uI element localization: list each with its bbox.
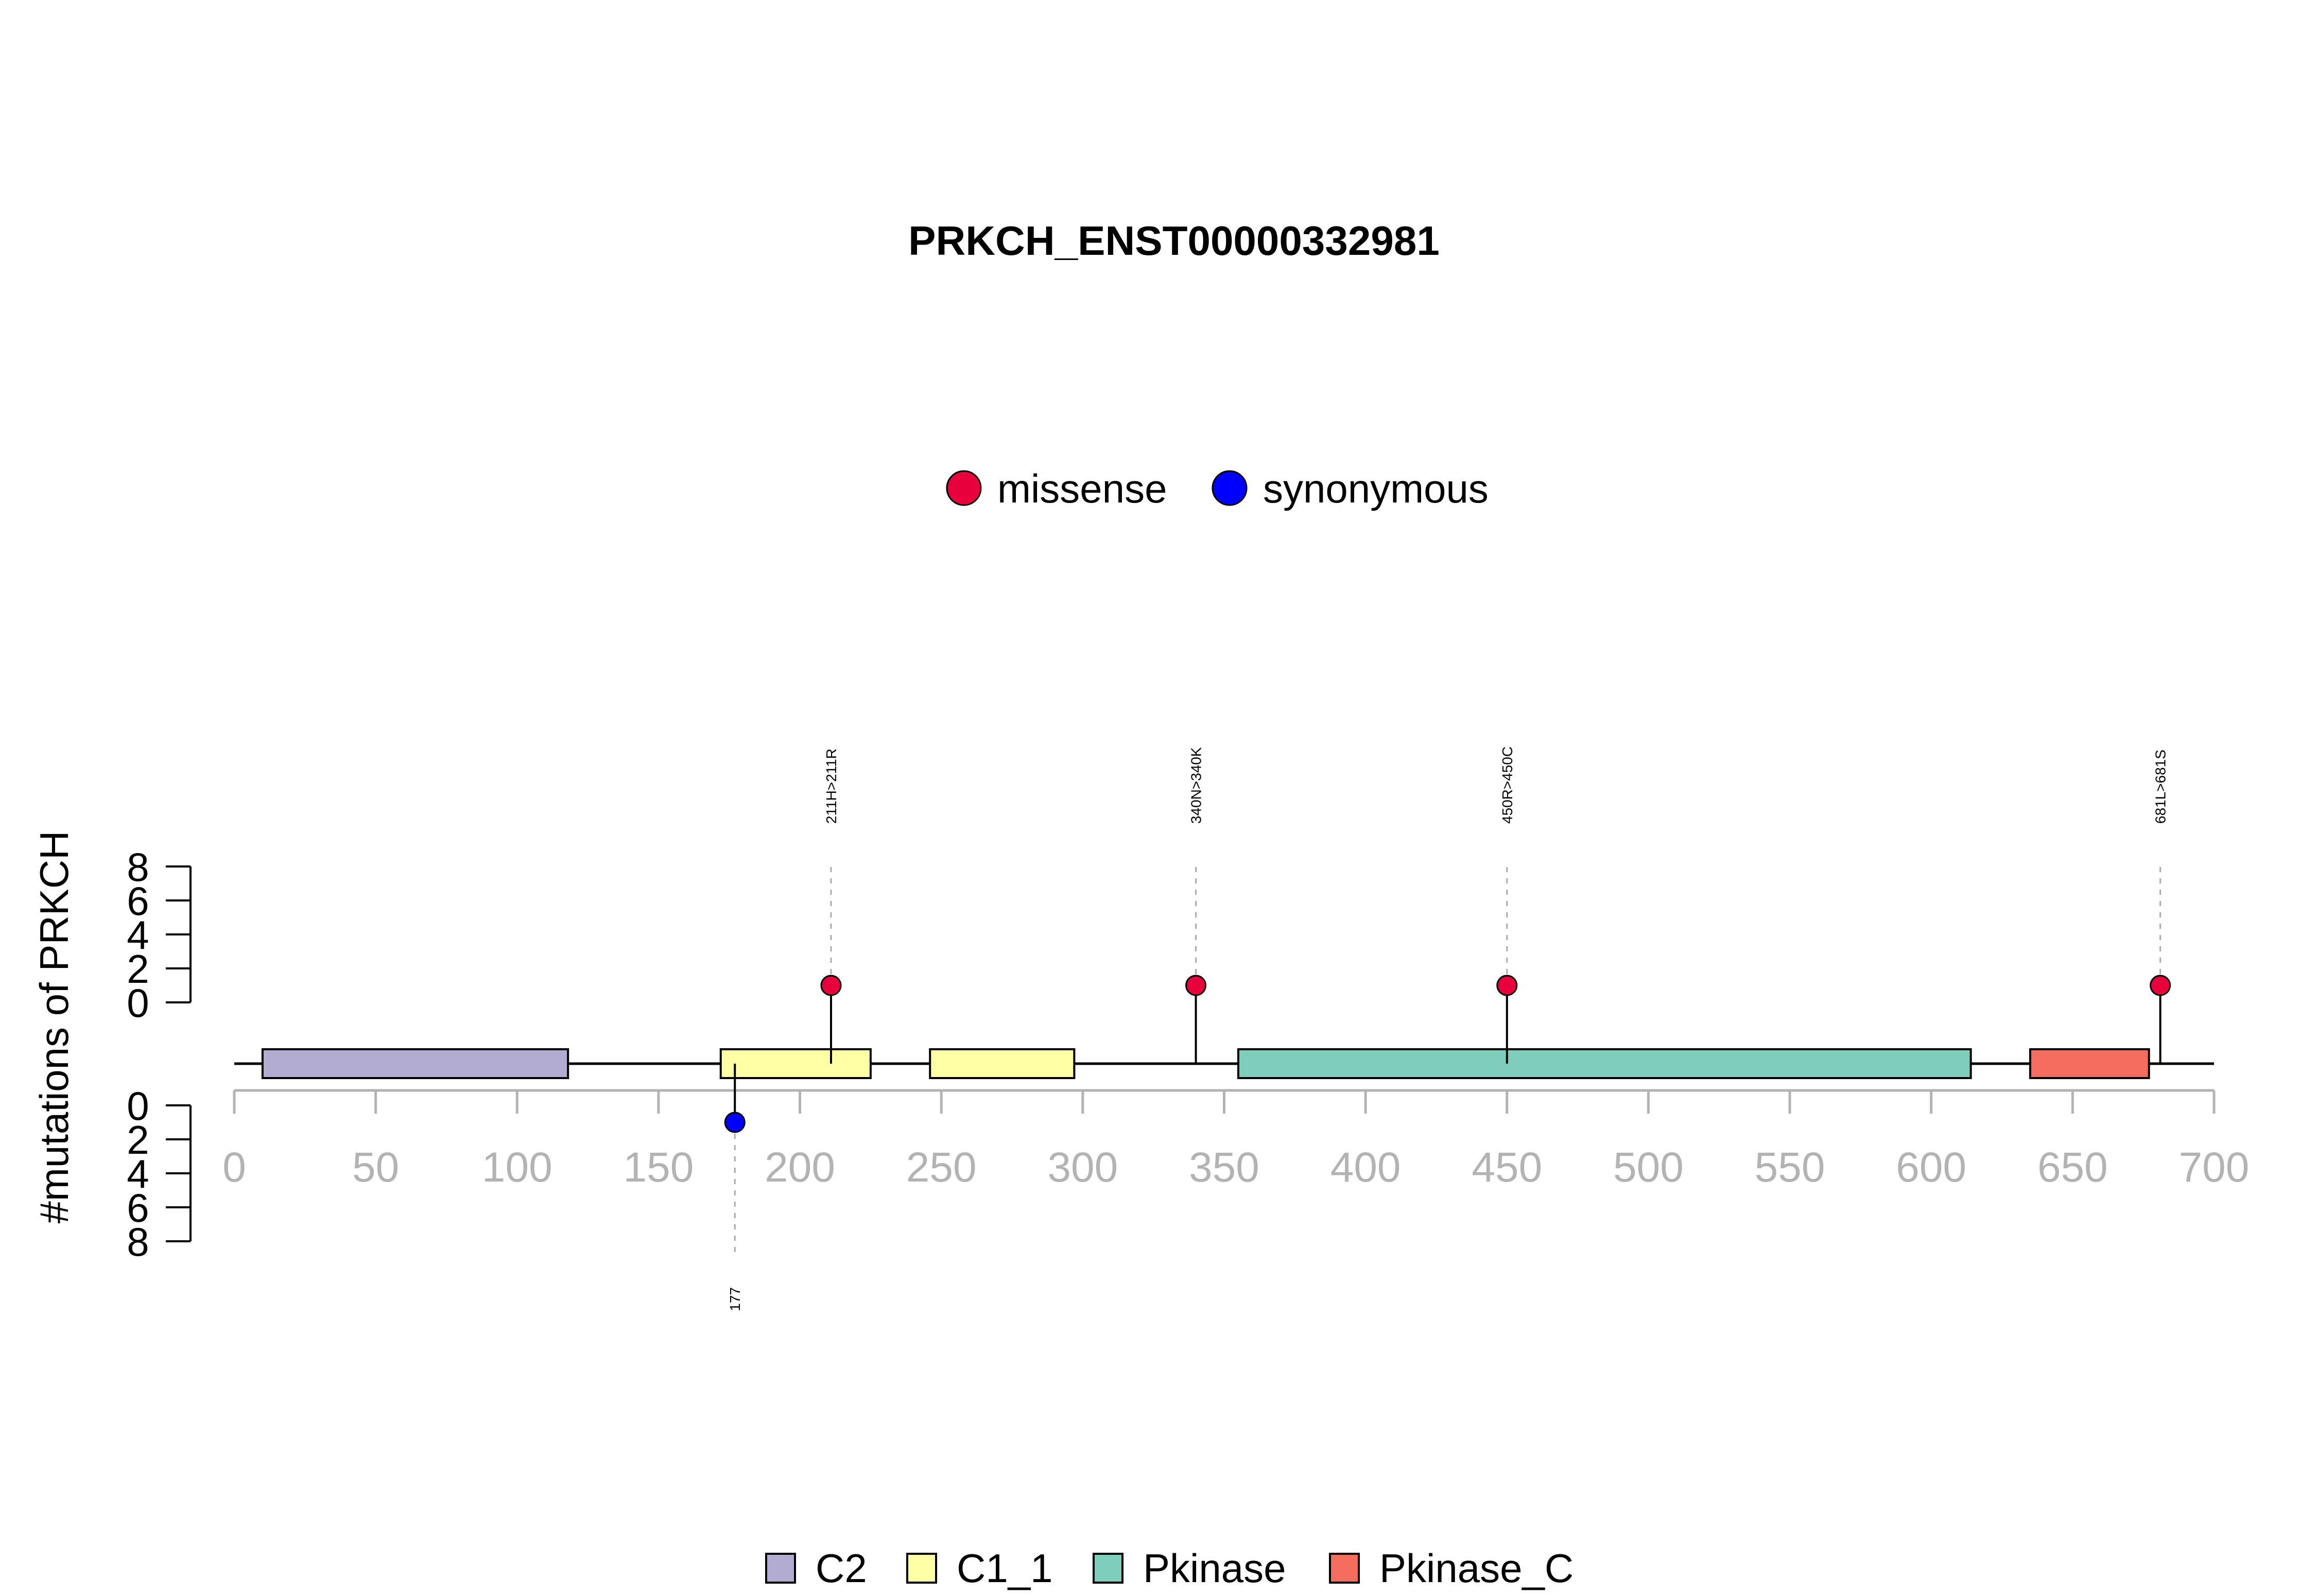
domain-legend-label: C2 (816, 1546, 867, 1591)
domain-legend-swatch (1093, 1553, 1123, 1584)
legend-marker-missense (946, 470, 982, 506)
y-tick-label-bottom: 6 (127, 1185, 149, 1230)
y-tick-label-top: 8 (127, 844, 149, 890)
mutation-label: 211H>211R (823, 749, 839, 824)
legend-marker-synonymous (1212, 470, 1248, 506)
legend-label-synonymous: synonymous (1263, 466, 1489, 511)
x-tick-label: 200 (765, 1144, 835, 1191)
domain-legend-swatch (1329, 1553, 1360, 1584)
domain-c1-1 (929, 1048, 1076, 1079)
domain-boxes (261, 1048, 2150, 1079)
mutation-label: 340N>340K (1188, 747, 1204, 824)
y-tick-label-top: 4 (127, 912, 149, 958)
x-tick-label: 0 (222, 1144, 246, 1191)
x-tick-label: 350 (1189, 1144, 1259, 1191)
x-tick-label: 500 (1613, 1144, 1684, 1191)
mutation-legend: missense synonymous (946, 466, 1489, 511)
x-tick-label: 300 (1047, 1144, 1118, 1191)
legend-label-missense: missense (997, 466, 1167, 511)
domain-legend: C2 C1_1 Pkinase Pkinase_C (765, 1546, 1574, 1591)
domain-c1-1 (719, 1048, 872, 1079)
x-tick-label: 150 (624, 1144, 694, 1191)
domain-legend-swatch (765, 1553, 796, 1584)
x-tick-label: 550 (1755, 1144, 1825, 1191)
y-tick-label-top: 6 (127, 878, 149, 924)
y-tick-label-bottom: 4 (127, 1151, 149, 1196)
y-tick-label-top: 2 (127, 946, 149, 992)
domain-legend-label: C1_1 (957, 1546, 1052, 1591)
y-tick-label-bottom: 2 (127, 1117, 149, 1163)
x-axis: 0 50 100 150 200 250 300 350 400 450 500 550 600 650 7… (222, 1089, 2250, 1191)
x-tick-label: 450 (1472, 1144, 1542, 1191)
domain-legend-label: Pkinase (1143, 1546, 1286, 1591)
lollipop-head-missense (1185, 975, 1207, 996)
lollipop-head-synonymous (724, 1112, 746, 1133)
mutation-label: 681L>681S (2153, 750, 2169, 824)
x-tick-label: 650 (2037, 1144, 2108, 1191)
domain-legend-swatch (906, 1553, 937, 1584)
domain-c2 (261, 1048, 569, 1079)
lollipop-head-missense (2150, 975, 2171, 996)
y-tick-label-top: 0 (127, 980, 149, 1026)
lollipop-head-missense (1496, 975, 1518, 996)
x-tick-label: 600 (1896, 1144, 1966, 1191)
domain-pkinase-c (2029, 1048, 2150, 1079)
mutation-lollipops: 211H>211R 340N>340K 450R>450C 681L>681S 177 (724, 747, 2171, 1311)
domain-legend-label: Pkinase_C (1379, 1546, 1574, 1591)
mutation-label: 177 (727, 1287, 743, 1311)
chart-title: PRKCH_ENST00000332981 (908, 218, 1440, 264)
x-tick-label: 400 (1330, 1144, 1401, 1191)
lollipop-head-missense (820, 975, 842, 996)
x-tick-label: 100 (482, 1144, 552, 1191)
y-tick-label-bottom: 0 (127, 1083, 149, 1129)
y-axis-label: #mutations of PRKCH (31, 831, 77, 1224)
domain-pkinase (1237, 1048, 1972, 1079)
y-tick-label-bottom: 8 (127, 1219, 149, 1264)
x-tick-label: 700 (2179, 1144, 2250, 1191)
x-tick-label: 50 (352, 1144, 399, 1191)
mutation-label: 450R>450C (1499, 747, 1515, 824)
x-tick-label: 250 (906, 1144, 977, 1191)
